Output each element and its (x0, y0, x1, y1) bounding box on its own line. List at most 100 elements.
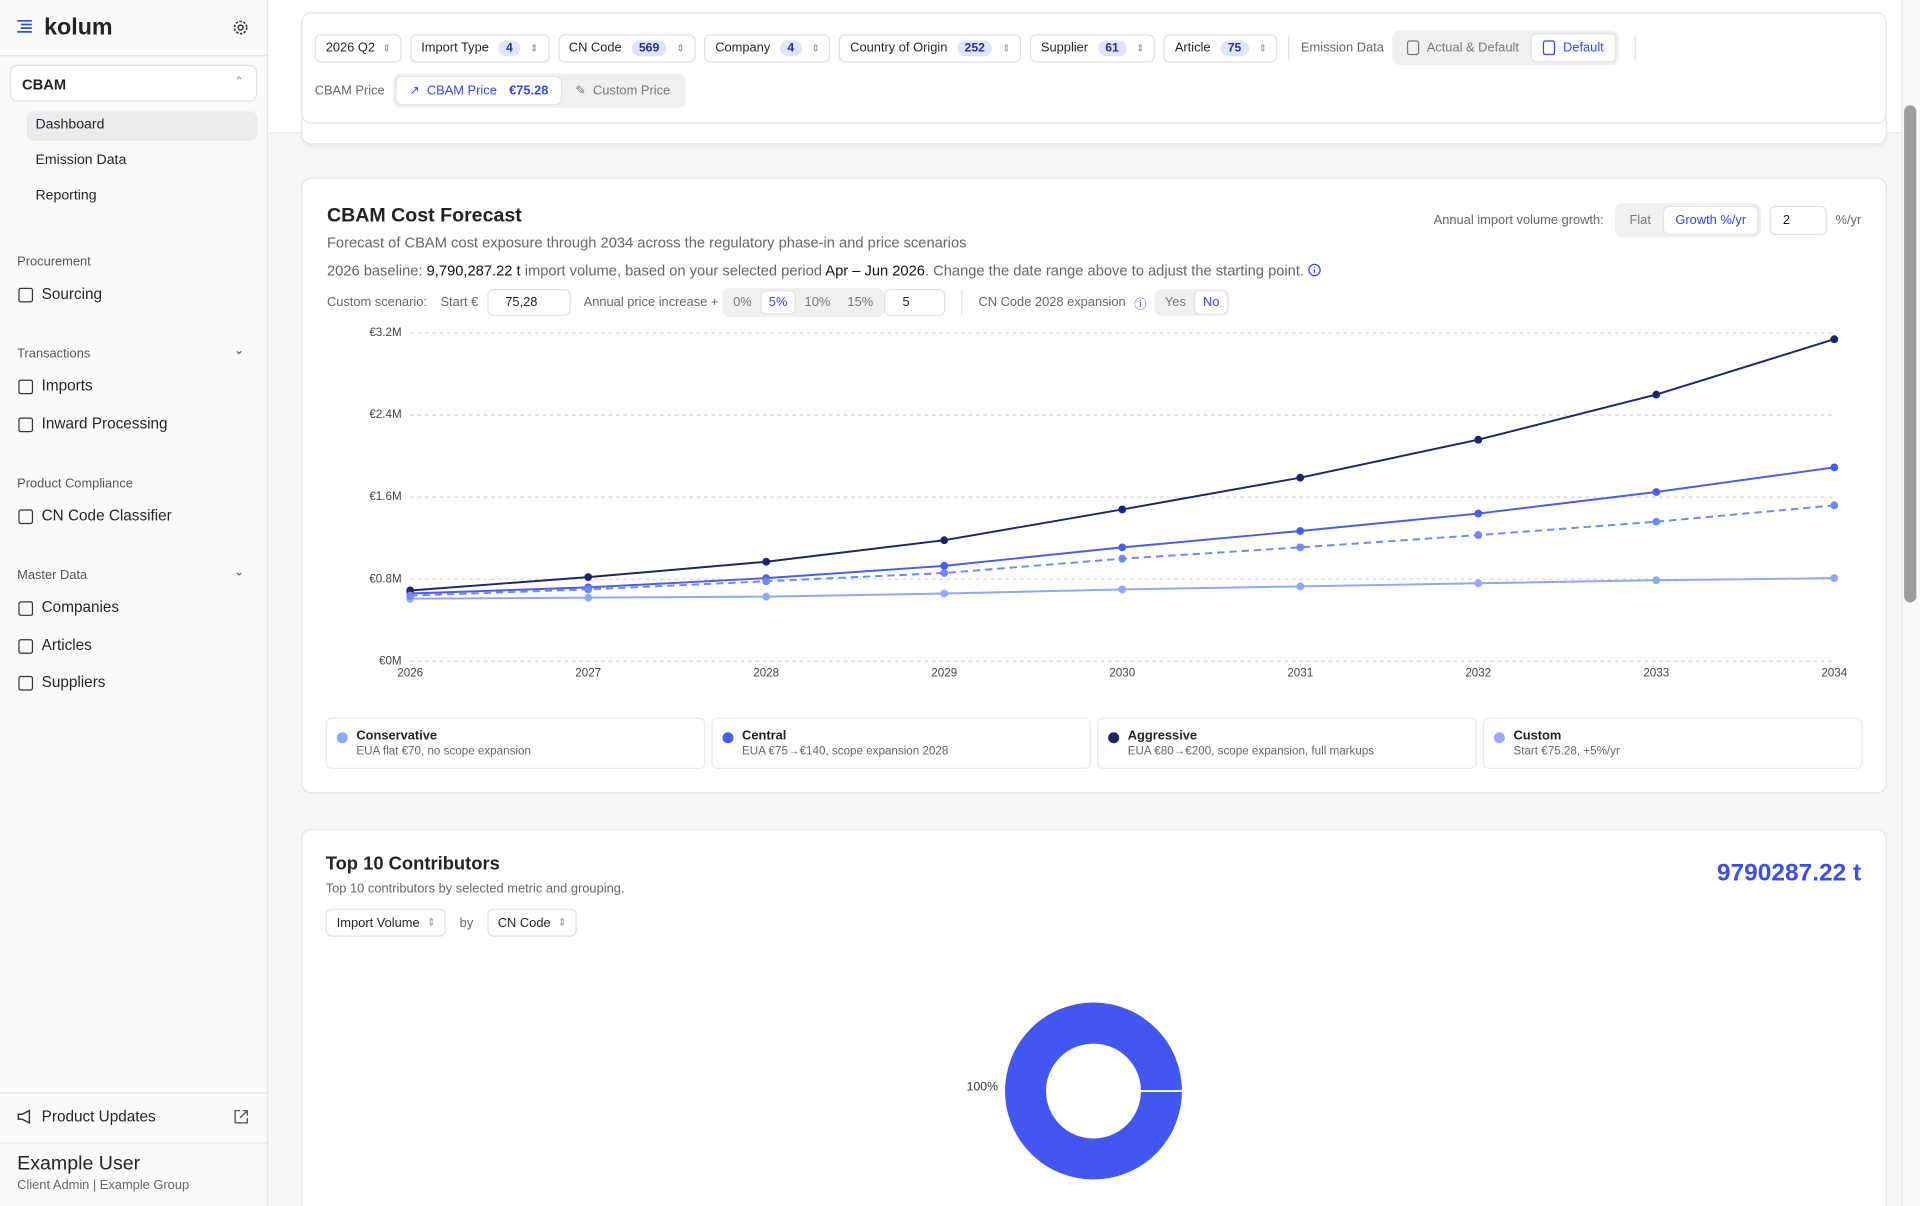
grouping: CN Code (497, 915, 551, 931)
chevron: ⇕ (382, 42, 391, 54)
info-icon[interactable] (1308, 263, 1322, 277)
nav-item[interactable]: Suppliers (41, 673, 106, 691)
user-name[interactable]: Example User (17, 1153, 141, 1175)
data-point (940, 536, 949, 545)
data-point (1652, 517, 1661, 526)
legend-item[interactable]: Custom Start €75.28, +5%/yr (1482, 717, 1863, 769)
nav-item[interactable]: Articles (41, 636, 92, 654)
legend-item[interactable]: Aggressive EUA €80→€200, scope expansion,… (1097, 717, 1477, 769)
baseline-text: import volume, based on your selected pe… (524, 262, 823, 280)
forecast-title: CBAM Cost Forecast (326, 205, 522, 227)
baseline-text: . Change the date range above to adjust … (924, 262, 1305, 280)
toggle-option[interactable]: Flat (1629, 213, 1651, 228)
chevron: ⌄ (233, 565, 245, 580)
x-tick-label: 2028 (753, 667, 779, 680)
contributors-total: 9790287.22 t (1716, 859, 1862, 887)
nav-item[interactable]: Reporting (35, 188, 97, 204)
growth-input[interactable]: 2 (1769, 205, 1827, 236)
data-point (1830, 463, 1839, 472)
chevron: ⇕ (811, 42, 820, 54)
toggle-option[interactable]: ↗ CBAM Price €75.28 (396, 77, 561, 105)
option-label: Actual & Default (1426, 40, 1519, 56)
period-select[interactable]: 2026 Q2 ⇕ (314, 33, 402, 62)
nav-item[interactable]: CN Code Classifier (41, 506, 172, 525)
filter-label: Import Type (421, 40, 489, 56)
option-label: Custom Price (592, 83, 671, 98)
increase-input[interactable]: 5 (884, 288, 946, 316)
chevron: ⇕ (529, 42, 539, 54)
nav-icon (18, 638, 34, 654)
metric-select[interactable]: Import Volume ⇕ (325, 908, 447, 937)
nav-item[interactable]: Sourcing (41, 285, 103, 303)
filter-chip[interactable]: Article 75 ⇕ (1163, 33, 1278, 62)
growth-row: Annual import volume growth: Flat Growth %… (1434, 203, 1861, 238)
toggle-option[interactable]: Actual & Default (1396, 34, 1530, 61)
baseline: 2026 baseline: 9,790,287.22 t import vol… (327, 262, 1322, 279)
baseline-volume: 9,790,287.22 t (426, 262, 521, 280)
data-point (762, 592, 771, 601)
emission-toggle: Actual & Default Default (1392, 30, 1619, 65)
grouping-select[interactable]: CN Code ⇕ (486, 908, 578, 937)
toggle-option[interactable]: 5% (761, 291, 795, 314)
filter-label: Supplier (1040, 40, 1089, 56)
legend-item[interactable]: Central EUA €75→€140, scope expansion 202… (711, 717, 1092, 769)
price-toggle: ↗ CBAM Price €75.28 ✎ Custom Price (393, 73, 687, 108)
slice-label: 100% (967, 1080, 998, 1094)
by-label: by (459, 915, 474, 931)
price-label: CBAM Price (314, 83, 385, 98)
toggle-option[interactable]: Yes (1164, 295, 1186, 310)
baseline-text: 2026 baseline: (326, 262, 423, 280)
section-title: Transactions (17, 346, 91, 362)
y-tick-label: €0.8M (369, 572, 401, 585)
series-line (410, 338, 1835, 592)
filter-chip[interactable]: Country of Origin 252 ⇕ (839, 33, 1022, 62)
legend-name: Conservative (356, 728, 438, 744)
nav-item[interactable]: Imports (41, 377, 93, 395)
chevron: ⇕ (1136, 42, 1145, 54)
sidebar: kolum CBAM ⌃ Product Updates Example Use… (0, 0, 269, 1206)
growth-toggle: Flat Growth %/yr (1614, 203, 1761, 238)
data-point (584, 585, 593, 594)
data-point (1652, 390, 1661, 399)
legend-swatch (336, 732, 348, 744)
forecast-card (301, 177, 1887, 794)
settings-icon[interactable] (233, 20, 249, 36)
x-tick-label: 2026 (397, 667, 423, 680)
scrollbar-thumb[interactable] (1904, 105, 1917, 603)
nav-item[interactable]: Emission Data (35, 153, 127, 168)
period: 2026 Q2 (325, 40, 376, 56)
filter-chip[interactable]: Supplier 61 ⇕ (1029, 33, 1156, 62)
option-icon: ✎ (575, 83, 586, 98)
user-role: Client Admin | Example Group (17, 1177, 190, 1193)
pie-slice (1003, 1000, 1184, 1182)
legend-name: Custom (1513, 728, 1562, 744)
toggle-option[interactable]: Growth %/yr (1664, 206, 1758, 234)
toggle-option[interactable]: ✎ Custom Price (563, 77, 682, 104)
scenario-label: Custom scenario: (326, 295, 427, 310)
metric-row: Import Volume ⇕ by CN Code ⇕ (325, 908, 578, 937)
module-select[interactable]: CBAM ⌃ (9, 64, 258, 102)
scenario-row: Custom scenario: Start € 75,28 Annual price… (326, 287, 1230, 318)
toggle-option[interactable]: 0% (733, 295, 752, 310)
contributors-chart: 100% (967, 1000, 1184, 1182)
nav-item[interactable]: Dashboard (35, 117, 105, 133)
x-tick-label: 2032 (1465, 667, 1491, 680)
data-point (1652, 488, 1661, 496)
filter-chip[interactable]: CN Code 569 ⇕ (557, 33, 696, 62)
start-input[interactable]: 75,28 (486, 288, 571, 316)
nav-item[interactable]: Companies (41, 598, 120, 616)
product-updates[interactable]: Product Updates (41, 1108, 156, 1126)
legend-item[interactable]: Conservative EUA flat €70, no scope expan… (325, 717, 706, 769)
option-icon (1407, 40, 1420, 56)
filter-chip[interactable]: Import Type 4 ⇕ (410, 33, 550, 62)
toggle-option[interactable]: No (1195, 291, 1227, 314)
chevron: ⇕ (426, 917, 436, 929)
nav-item[interactable]: Inward Processing (41, 414, 168, 432)
filter-chip[interactable]: Company 4 ⇕ (704, 33, 831, 62)
toggle-option[interactable]: Default (1532, 34, 1615, 62)
y-tick-label: €0M (379, 654, 402, 667)
metric: Import Volume (336, 915, 420, 931)
toggle-option[interactable]: 15% (847, 295, 874, 310)
toggle-option[interactable]: 10% (804, 295, 831, 310)
